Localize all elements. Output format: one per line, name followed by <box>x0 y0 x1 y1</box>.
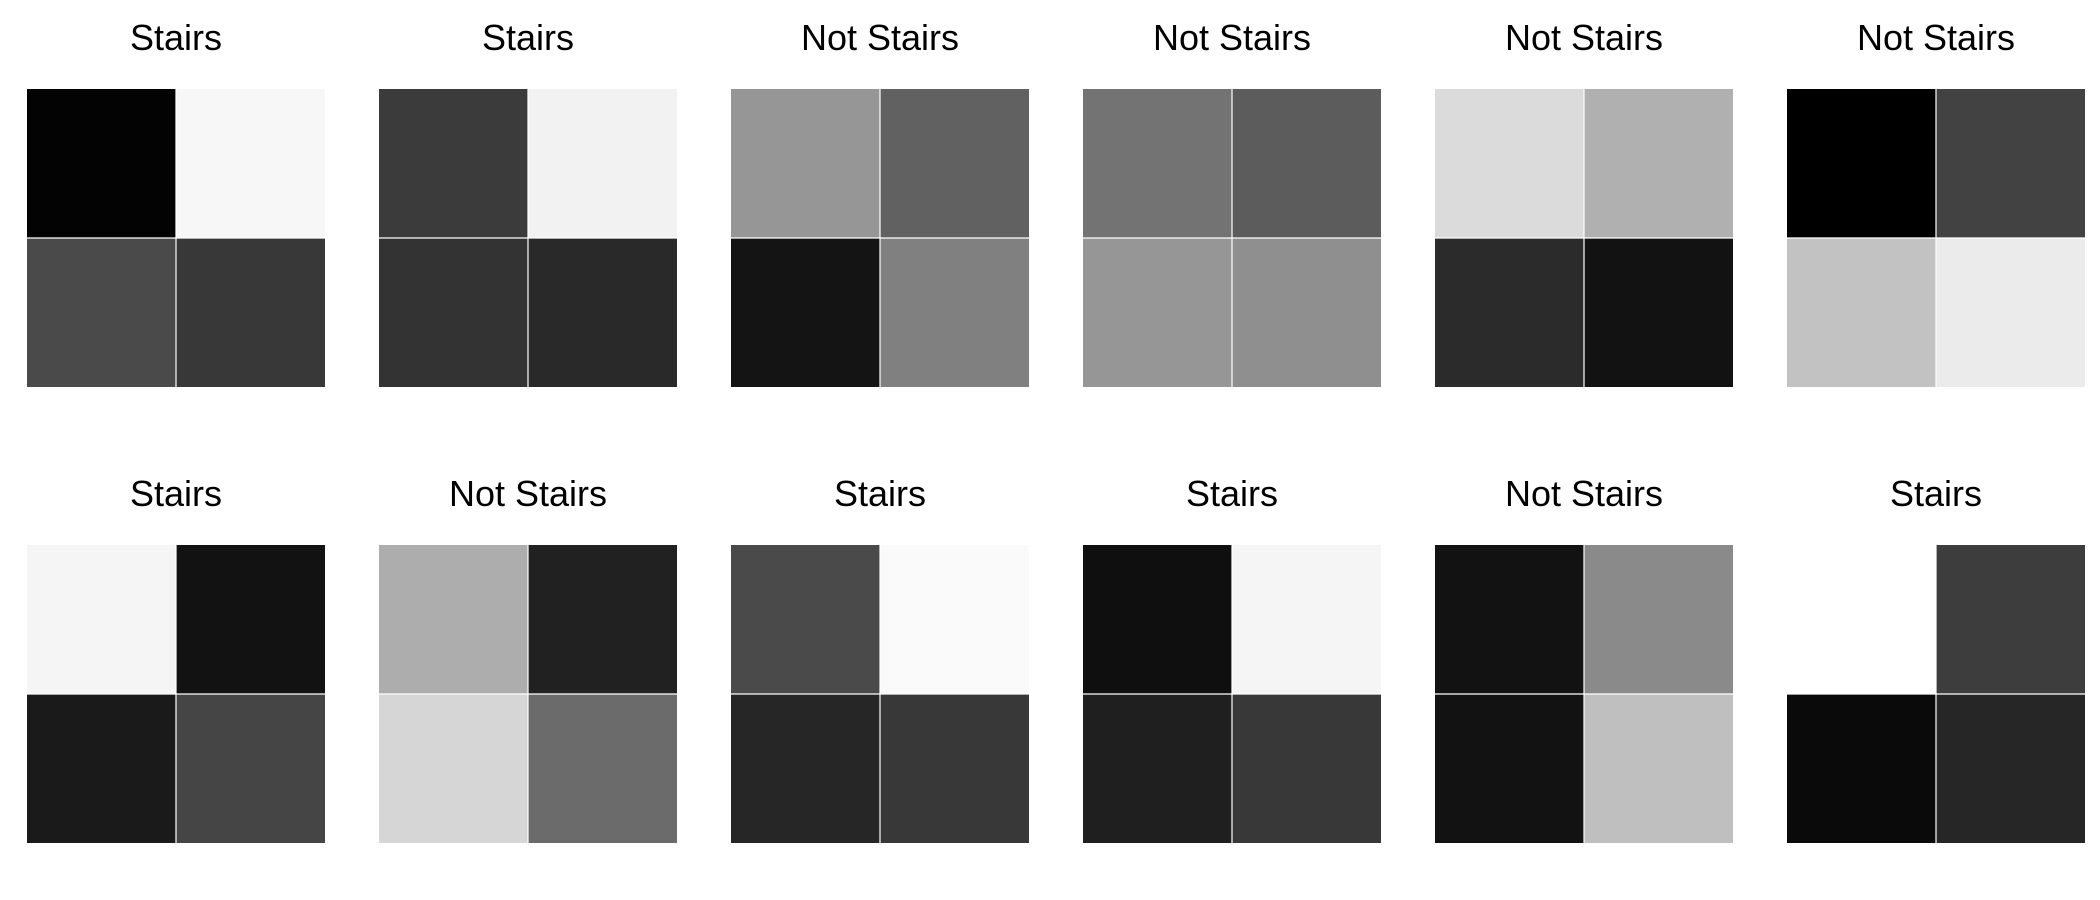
panel-title: Stairs <box>834 473 926 514</box>
heatmap-cell-r2-c2 <box>528 238 677 387</box>
heatmap-cell-r2-c2 <box>1232 694 1381 843</box>
heatmap-cell-r1-c2 <box>1232 89 1381 238</box>
heatmap-cell-r1-c1 <box>1083 545 1232 694</box>
heatmap-cell-r2-c2 <box>1584 238 1733 387</box>
heatmap-cell-r1-c2 <box>1584 89 1733 238</box>
heatmap-cell-r1-c2 <box>880 545 1029 694</box>
heatmap-panel-4: Not Stairs <box>1083 17 1381 387</box>
heatmap-cell-r2-c1 <box>379 238 528 387</box>
panel-title: Stairs <box>130 473 222 514</box>
heatmap-cell-r2-c1 <box>1083 694 1232 843</box>
heatmap-cell-r1-c2 <box>1936 89 2085 238</box>
heatmap-cell-r2-c1 <box>379 694 528 843</box>
heatmap-cell-r1-c1 <box>27 89 176 238</box>
heatmap-cell-r1-c1 <box>379 89 528 238</box>
heatmap-cell-r2-c2 <box>528 694 677 843</box>
panel-title: Not Stairs <box>1505 473 1663 514</box>
heatmap-cell-r1-c1 <box>731 545 880 694</box>
panel-title: Not Stairs <box>449 473 607 514</box>
heatmap-cell-r1-c1 <box>1787 545 1936 694</box>
heatmap-cell-r1-c1 <box>1083 89 1232 238</box>
heatmap-cell-r2-c2 <box>176 694 325 843</box>
heatmap-cell-r2-c2 <box>1584 694 1733 843</box>
heatmap-panel-9: Stairs <box>731 473 1029 843</box>
heatmap-cell-r1-c2 <box>176 89 325 238</box>
heatmap-cell-r1-c2 <box>880 89 1029 238</box>
heatmap-cell-r1-c2 <box>528 89 677 238</box>
heatmap-panel-8: Not Stairs <box>379 473 677 843</box>
heatmap-panel-7: Stairs <box>27 473 325 843</box>
heatmap-cell-r2-c1 <box>731 694 880 843</box>
heatmap-cell-r1-c1 <box>379 545 528 694</box>
heatmap-panel-3: Not Stairs <box>731 17 1029 387</box>
panel-title: Stairs <box>130 17 222 58</box>
heatmap-cell-r1-c2 <box>1584 545 1733 694</box>
heatmap-cell-r1-c2 <box>176 545 325 694</box>
heatmap-cell-r2-c2 <box>1936 238 2085 387</box>
panel-title: Not Stairs <box>1505 17 1663 58</box>
heatmap-panel-5: Not Stairs <box>1435 17 1733 387</box>
panel-title: Stairs <box>1186 473 1278 514</box>
panel-title: Not Stairs <box>801 17 959 58</box>
heatmap-cell-r2-c1 <box>1083 238 1232 387</box>
heatmap-cell-r1-c1 <box>1787 89 1936 238</box>
panel-title: Stairs <box>1890 473 1982 514</box>
heatmap-cell-r2-c1 <box>1787 694 1936 843</box>
heatmap-cell-r2-c2 <box>1232 238 1381 387</box>
heatmap-cell-r1-c1 <box>27 545 176 694</box>
heatmap-panel-12: Stairs <box>1787 473 2085 843</box>
heatmap-cell-r2-c2 <box>176 238 325 387</box>
heatmap-cell-r2-c1 <box>1787 238 1936 387</box>
heatmap-cell-r1-c2 <box>528 545 677 694</box>
heatmap-cell-r1-c2 <box>1936 545 2085 694</box>
heatmap-cell-r2-c1 <box>27 238 176 387</box>
heatmap-cell-r1-c1 <box>1435 89 1584 238</box>
panel-title: Not Stairs <box>1857 17 2015 58</box>
heatmap-panel-2: Stairs <box>379 17 677 387</box>
heatmap-cell-r2-c1 <box>1435 694 1584 843</box>
heatmap-cell-r1-c1 <box>1435 545 1584 694</box>
heatmap-cell-r2-c1 <box>27 694 176 843</box>
heatmap-cell-r2-c2 <box>880 694 1029 843</box>
heatmap-cell-r1-c2 <box>1232 545 1381 694</box>
panel-title: Not Stairs <box>1153 17 1311 58</box>
panel-title: Stairs <box>482 17 574 58</box>
heatmap-cell-r2-c2 <box>880 238 1029 387</box>
heatmap-cell-r1-c1 <box>731 89 880 238</box>
heatmap-panel-11: Not Stairs <box>1435 473 1733 843</box>
heatmap-panel-10: Stairs <box>1083 473 1381 843</box>
heatmap-panel-6: Not Stairs <box>1787 17 2085 387</box>
heatmap-cell-r2-c2 <box>1936 694 2085 843</box>
heatmap-cell-r2-c1 <box>731 238 880 387</box>
heatmap-panel-1: Stairs <box>27 17 325 387</box>
heatmap-cell-r2-c1 <box>1435 238 1584 387</box>
